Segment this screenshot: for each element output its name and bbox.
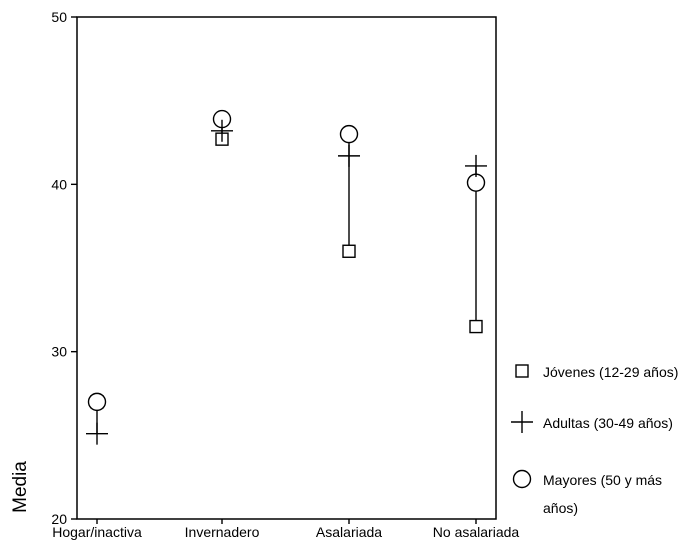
x-tick-label: No asalariada [433,524,520,540]
legend-label: Mayores (50 y más [543,472,662,488]
marker-square [469,319,483,334]
range-lines [96,119,477,434]
legend-square-icon [515,364,529,378]
legend-plus-icon [511,411,533,433]
y-tick-label: 20 [51,511,67,527]
y-tick-label: 30 [51,344,67,360]
legend-label: Jóvenes (12-29 años) [543,364,678,380]
marker-circle [339,124,359,144]
legend-item: Mayores (50 y más años) [512,469,662,516]
marker-plus [465,154,487,177]
x-tick-label: Asalariada [316,524,382,540]
marker-square [342,244,356,258]
legend-item: Adultas (30-49 años) [511,411,673,433]
legend-label: Adultas (30-49 años) [543,415,673,431]
marker-plus [338,144,360,167]
marker-plus [86,422,108,445]
marker-circle [87,392,107,412]
x-axis: Hogar/inactiva Invernadero Asalariada No as… [52,519,519,540]
y-axis-title: Media [10,461,31,513]
legend-circle-icon [512,469,532,489]
x-tick-label: Hogar/inactiva [52,524,142,540]
marker-plus [211,119,233,142]
legend-item: Jóvenes (12-29 años) [515,364,678,380]
x-tick-label: Invernadero [185,524,260,540]
legend-label: años) [543,500,578,516]
y-axis: 20 30 40 50 [51,9,77,527]
plot-frame [76,16,497,520]
legend: Jóvenes (12-29 años) Adultas (30-49 años)… [511,364,678,516]
y-tick-label: 40 [51,176,67,192]
data-markers [86,109,487,445]
y-tick-label: 50 [51,9,67,25]
